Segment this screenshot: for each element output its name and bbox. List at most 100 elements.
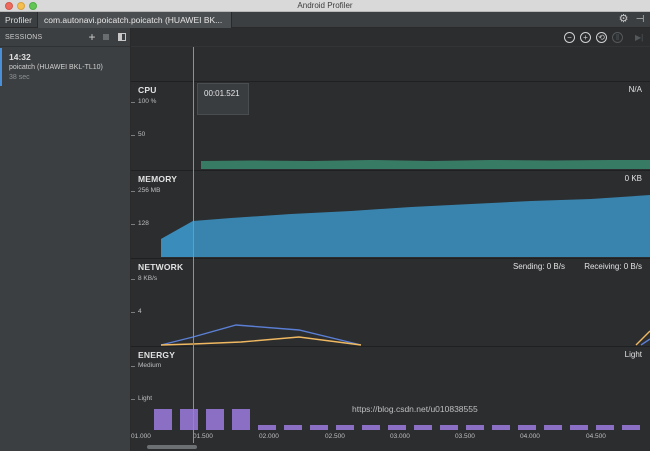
time-axis: 01.000 01.500 02.000 02.500 03.000 03.50… (131, 429, 650, 443)
energy-bar (466, 425, 484, 430)
energy-axis-medium: Medium (138, 362, 162, 369)
energy-bar (310, 425, 328, 430)
tab-process[interactable]: com.autonavi.poicatch.poicatch (HUAWEI B… (38, 12, 232, 28)
tab-bar: Profiler com.autonavi.poicatch.poicatch … (0, 12, 650, 28)
minimize-window-button[interactable] (17, 2, 25, 10)
network-receiving-tail (640, 338, 650, 346)
energy-bar (206, 409, 224, 430)
time-tick: 04.000 (520, 433, 540, 440)
cpu-axis-tick-mid (131, 135, 135, 136)
cpu-axis-tick-max (131, 102, 135, 103)
energy-bar (180, 409, 198, 430)
energy-bar (440, 425, 458, 430)
energy-bar (544, 425, 562, 430)
energy-bar (414, 425, 432, 430)
time-tick: 04.500 (586, 433, 606, 440)
cpu-title: CPU (138, 85, 157, 95)
scrollbar-thumb[interactable] (147, 445, 197, 449)
network-sending-line (160, 336, 362, 346)
energy-bar (336, 425, 354, 430)
tab-profiler[interactable]: Profiler (0, 12, 38, 28)
energy-bar (362, 425, 380, 430)
zoom-in-button[interactable]: + (580, 32, 591, 43)
zoom-out-button[interactable]: − (564, 32, 575, 43)
window-titlebar: Android Profiler (0, 0, 650, 12)
memory-axis-mid: 128 (138, 220, 149, 227)
collapse-sessions-icon[interactable] (118, 33, 126, 41)
time-tick: 01.000 (131, 433, 151, 440)
memory-chart (161, 195, 650, 257)
add-session-button[interactable]: + (88, 30, 96, 44)
hide-panel-icon[interactable]: ⊣ (635, 14, 645, 25)
session-time: 14:32 (9, 52, 31, 62)
energy-title: ENERGY (138, 350, 176, 360)
energy-bar (622, 425, 640, 430)
profiler-main: − + ⟲ ‖ ▶| CPU N/A 100 % 50 MEMORY 0 KB … (131, 28, 650, 451)
energy-axis-tick-light (131, 399, 135, 400)
memory-axis-max: 256 MB (138, 187, 161, 194)
energy-chart (154, 409, 640, 430)
reset-zoom-button[interactable]: ⟲ (596, 32, 607, 43)
network-lane[interactable]: NETWORK Receiving: 0 B/s Sending: 0 B/s … (131, 258, 650, 346)
close-window-button[interactable] (5, 2, 13, 10)
energy-bar (258, 425, 276, 430)
memory-area (161, 195, 650, 257)
session-name: poicatch (HUAWEI BKL-TL10) (9, 64, 103, 71)
network-receiving: Receiving: 0 B/s (584, 262, 642, 271)
energy-value: Light (624, 350, 642, 359)
network-axis-mid: 4 (138, 308, 142, 315)
network-axis-max: 8 KB/s (138, 275, 158, 282)
memory-axis-tick-mid (131, 224, 135, 225)
timeline-cursor[interactable] (193, 47, 194, 443)
sessions-header: SESSIONS + (0, 28, 130, 47)
pause-button[interactable]: ‖ (612, 32, 623, 43)
network-sending-tail (635, 330, 650, 346)
network-receiving-line (160, 324, 362, 346)
energy-bar (388, 425, 406, 430)
network-axis-tick-mid (131, 312, 135, 313)
energy-bar (518, 425, 536, 430)
network-axis-tick-max (131, 279, 135, 280)
memory-lane[interactable]: MEMORY 0 KB 256 MB 128 (131, 170, 650, 258)
gear-icon[interactable]: ⚙ (618, 13, 629, 25)
time-tick: 03.000 (390, 433, 410, 440)
time-tick: 01.500 (193, 433, 213, 440)
stop-session-icon[interactable] (103, 34, 109, 40)
memory-value: 0 KB (624, 174, 642, 183)
energy-bar (596, 425, 614, 430)
energy-bar (232, 409, 250, 430)
network-sending: Sending: 0 B/s (512, 262, 565, 271)
cpu-chart (201, 160, 650, 169)
network-title: NETWORK (138, 262, 184, 272)
cpu-axis-mid: 50 (138, 131, 146, 138)
session-duration: 38 sec (9, 74, 30, 81)
timeline-scrollbar[interactable] (131, 443, 650, 451)
energy-bar (570, 425, 588, 430)
cursor-tooltip: 00:01.521 (197, 83, 249, 115)
memory-title: MEMORY (138, 174, 178, 184)
watermark: https://blog.csdn.net/u010838555 (352, 404, 478, 414)
sessions-label: SESSIONS (5, 34, 43, 41)
energy-bar (154, 409, 172, 430)
network-chart (160, 324, 650, 346)
energy-bar (284, 425, 302, 430)
time-tick: 03.500 (455, 433, 475, 440)
energy-lane[interactable]: ENERGY Light Medium Light (131, 346, 650, 430)
goto-live-button[interactable]: ▶| (635, 33, 644, 42)
energy-axis-tick-medium (131, 366, 135, 367)
cpu-area (201, 160, 650, 169)
memory-axis-tick-max (131, 191, 135, 192)
cpu-value: N/A (628, 85, 642, 94)
timeline-toolbar: − + ⟲ ‖ ▶| (131, 28, 650, 47)
time-tick: 02.000 (259, 433, 279, 440)
window-title: Android Profiler (297, 1, 353, 10)
cpu-lane[interactable]: CPU N/A 100 % 50 (131, 81, 650, 170)
session-item[interactable]: 14:32 poicatch (HUAWEI BKL-TL10) 38 sec (0, 48, 130, 86)
sessions-panel: SESSIONS + 14:32 poicatch (HUAWEI BKL-TL… (0, 28, 131, 451)
maximize-window-button[interactable] (29, 2, 37, 10)
energy-axis-light: Light (138, 395, 153, 402)
energy-bar (492, 425, 510, 430)
memory-area-start (161, 221, 193, 257)
cpu-axis-max: 100 % (138, 98, 157, 105)
time-tick: 02.500 (325, 433, 345, 440)
